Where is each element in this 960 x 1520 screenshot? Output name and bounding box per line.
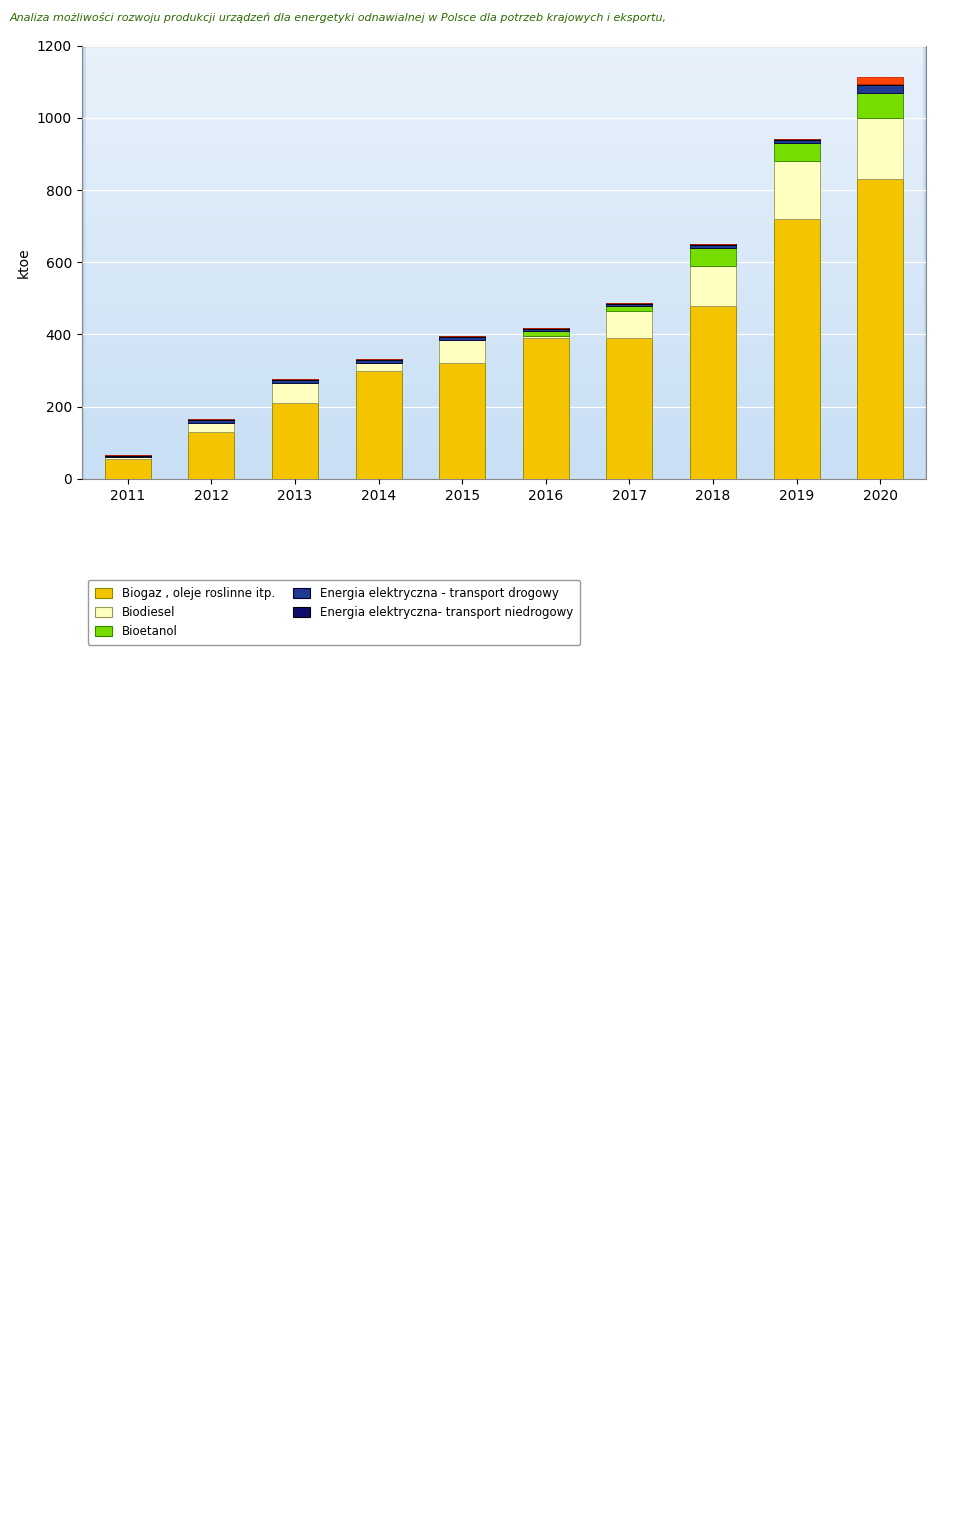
Bar <box>188 423 234 432</box>
Bar <box>690 266 736 306</box>
Bar <box>105 459 151 479</box>
Bar <box>272 383 318 403</box>
Bar <box>439 363 485 479</box>
Bar <box>355 360 401 363</box>
Bar <box>857 119 903 179</box>
Bar <box>607 304 653 306</box>
Bar <box>607 337 653 479</box>
Bar <box>355 363 401 371</box>
Bar <box>857 78 903 84</box>
Legend: Biogaz , oleje roslinne itp., Biodiesel, Bioetanol, Energia elektryczna - transp: Biogaz , oleje roslinne itp., Biodiesel,… <box>87 581 580 644</box>
Bar <box>857 179 903 479</box>
Bar <box>523 328 569 331</box>
Bar <box>82 46 926 479</box>
Bar <box>607 306 653 312</box>
Bar <box>523 331 569 336</box>
Text: Analiza możliwości rozwoju produkcji urządzeń dla energetyki odnawialnej w Polsc: Analiza możliwości rozwoju produkcji urz… <box>10 12 666 23</box>
Bar <box>355 371 401 479</box>
Bar <box>690 245 736 248</box>
Bar <box>774 140 820 143</box>
Bar <box>188 432 234 479</box>
Bar <box>774 219 820 479</box>
Bar <box>272 403 318 479</box>
Bar <box>774 143 820 161</box>
Y-axis label: ktoe: ktoe <box>17 246 31 278</box>
Bar <box>105 458 151 459</box>
Bar <box>774 161 820 219</box>
Bar <box>523 336 569 337</box>
Bar <box>690 248 736 266</box>
Bar <box>523 337 569 479</box>
Bar <box>857 93 903 119</box>
Bar <box>690 306 736 479</box>
Bar <box>857 85 903 93</box>
Bar <box>439 340 485 363</box>
Bar <box>272 380 318 383</box>
Bar <box>439 337 485 340</box>
Bar <box>607 312 653 337</box>
Bar <box>188 420 234 423</box>
